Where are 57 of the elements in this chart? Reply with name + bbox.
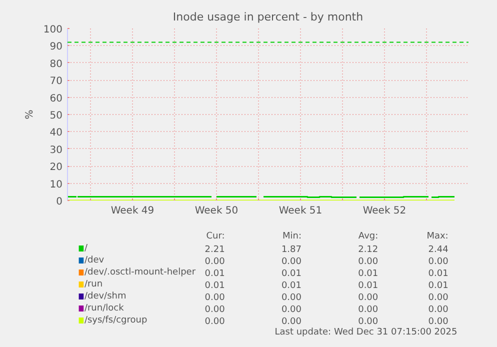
text: 0.00 [358, 305, 378, 315]
text: 0.01 [428, 281, 448, 291]
y-axis-title: % [24, 110, 36, 120]
y-tick-label: 40 [50, 128, 63, 139]
legend-label: /sys/fs/cgroup [84, 316, 148, 326]
text: Min: [282, 232, 302, 242]
text: 0.01 [358, 281, 378, 291]
legend-label: /dev/shm [84, 292, 126, 302]
text: Avg: [358, 232, 378, 242]
text: Last update: Wed Dec 31 07:15:00 2025 [274, 328, 458, 338]
text: Max: [426, 232, 448, 242]
x-tick-label: Week 52 [362, 206, 406, 216]
x-tick-label: Week 51 [278, 206, 322, 216]
text: 0.00 [204, 293, 226, 303]
text: 0.01 [281, 269, 302, 279]
text: 1.87 [281, 245, 302, 255]
text: 0.01 [281, 281, 302, 291]
text: 0.01 [204, 281, 225, 291]
text: 0.00 [358, 293, 378, 303]
text: 0.00 [428, 317, 449, 327]
text: 0.00 [281, 257, 302, 267]
x-tick-label: Week 50 [194, 206, 238, 216]
y-tick-label: 10 [50, 179, 63, 190]
legend-label: /run/lock [84, 304, 125, 314]
legend-label: /dev/.osctl-mount-helper [84, 268, 196, 278]
text: 0.00 [428, 257, 449, 267]
text: 0.00 [281, 317, 302, 327]
text: 0.01 [428, 269, 448, 279]
y-tick-label: 90 [50, 42, 63, 53]
text: 0.01 [358, 269, 378, 279]
chart-title: Inode usage in percent - by month [172, 10, 364, 24]
text: 0.00 [204, 257, 226, 267]
text: 0.00 [204, 317, 226, 327]
text: 0.00 [358, 317, 378, 327]
text: 0.00 [204, 305, 226, 315]
text: 0.00 [428, 305, 449, 315]
text: 0.00 [358, 257, 378, 267]
y-tick-label: 100 [43, 24, 63, 36]
y-tick-label: 50 [50, 110, 63, 122]
legend-label: /dev [84, 256, 105, 266]
text: 0.00 [428, 293, 449, 303]
text: 2.44 [428, 245, 449, 255]
text: 2.12 [358, 245, 378, 255]
text: 0.00 [281, 305, 302, 315]
x-tick-label: Week 49 [110, 206, 154, 216]
text: 0.00 [281, 293, 302, 303]
y-tick-label: 30 [50, 144, 63, 156]
legend-label: /run [84, 280, 103, 290]
y-tick-label: 70 [50, 76, 63, 88]
y-tick-label: 20 [50, 162, 63, 174]
text: 0.01 [204, 269, 225, 279]
y-tick-label: 0 [56, 196, 63, 208]
text: Cur: [206, 232, 225, 242]
y-tick-label: 60 [50, 93, 63, 104]
y-tick-label: 80 [50, 58, 63, 70]
text: 2.21 [204, 245, 225, 255]
legend-label: / [84, 244, 88, 254]
